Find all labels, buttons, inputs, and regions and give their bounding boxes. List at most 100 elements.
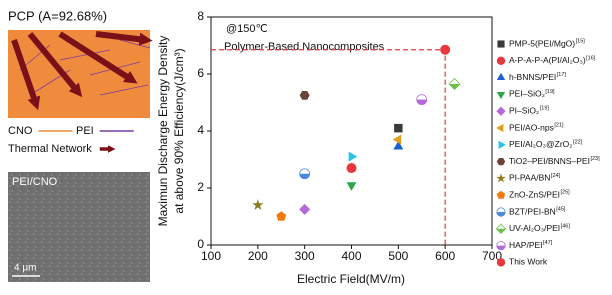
legend-marker <box>496 173 506 182</box>
data-point <box>440 45 450 55</box>
data-point <box>449 78 460 89</box>
marker-shape <box>393 135 402 145</box>
legend-label: PEI–SiO₂ <box>509 89 545 99</box>
marker-shape <box>499 141 506 149</box>
legend-marker <box>497 258 505 266</box>
legend-marker <box>497 92 505 99</box>
marker-shape <box>496 107 505 116</box>
legend-marker <box>497 40 504 47</box>
data-point <box>394 124 403 133</box>
data-point <box>347 182 357 191</box>
legend-label: PI-PAA/BN <box>509 173 550 183</box>
marker-shape <box>497 73 505 80</box>
legend-marker <box>497 191 505 199</box>
data-point <box>347 163 357 173</box>
legend-marker <box>496 224 505 233</box>
marker-shape <box>497 258 505 266</box>
marker-shape <box>299 204 310 215</box>
x-tick-label: 500 <box>388 249 408 263</box>
legend-marker <box>497 158 505 165</box>
legend-marker <box>497 241 505 249</box>
x-tick-label: 300 <box>295 249 315 263</box>
panel-title: PCP (A=92.68%) <box>8 8 107 23</box>
legend-ref: [22] <box>573 139 583 145</box>
marker-shape <box>497 57 505 65</box>
legend-ref: [15] <box>576 38 586 44</box>
legend-label: PEI/AO-nps <box>509 122 554 132</box>
legend-ref: [46] <box>561 223 571 229</box>
data-point <box>300 169 310 179</box>
data-point <box>299 204 310 215</box>
marker-shape <box>497 92 505 99</box>
legend-label: h-BNNS/PEI <box>509 72 556 82</box>
marker-shape <box>496 124 503 132</box>
legend-label: A-P-A-P-A(PI/Al₂O₃) <box>509 55 586 65</box>
marker-shape <box>449 84 460 90</box>
scale-bar-label: 4 μm <box>14 263 36 274</box>
marker-shape <box>496 229 505 234</box>
data-point <box>349 152 358 162</box>
legend-marker <box>499 141 506 149</box>
data-point <box>417 95 427 105</box>
marker-shape <box>347 182 357 191</box>
legend-marker <box>496 124 503 132</box>
data-point <box>393 135 402 145</box>
y-axis-label: at above 90% Efficiency(J/cm³) <box>172 48 186 213</box>
data-point <box>300 91 310 100</box>
marker-shape <box>252 199 263 210</box>
legend-label: UV-Al₂O₃/PEI <box>509 223 560 233</box>
annotation: @150℃ <box>226 23 268 35</box>
legend-marker <box>497 57 505 65</box>
legend-label: This Work <box>509 257 548 267</box>
legend-marker <box>496 107 505 116</box>
legend-ref: [47] <box>543 240 553 246</box>
x-axis-label: Electric Field(MV/m) <box>297 272 405 286</box>
y-tick-label: 4 <box>197 123 204 137</box>
marker-shape <box>300 91 310 100</box>
legend-label: CNO <box>8 125 33 137</box>
legend-label: PEI <box>76 125 94 137</box>
x-tick-label: 100 <box>201 249 221 263</box>
schematic <box>8 30 150 118</box>
marker-shape <box>497 191 505 199</box>
y-tick-label: 8 <box>197 9 204 23</box>
marker-shape <box>497 40 504 47</box>
marker-shape <box>394 124 403 133</box>
image-label: PEI/CNO <box>12 176 58 188</box>
legend-ref: [19] <box>540 106 550 112</box>
legend-ref: [25] <box>561 190 571 196</box>
marker-shape <box>440 45 450 55</box>
marker-shape <box>349 152 358 162</box>
legend-ref: [16] <box>586 55 596 61</box>
x-tick-label: 200 <box>248 249 268 263</box>
legend-ref: [19] <box>545 89 555 95</box>
page: PCP (A=92.68%) PEI/CNO 4 μm @150℃ Polyme… <box>0 0 612 295</box>
guide-line <box>211 50 445 245</box>
legend-label: PMP-5(PEI/MgO) <box>509 38 575 48</box>
legend-marker <box>497 208 505 216</box>
y-axis-label: Maximun Discharge Energy Density <box>156 36 170 227</box>
marker-shape <box>417 100 427 105</box>
marker-shape <box>347 163 357 173</box>
marker-shape <box>497 212 505 216</box>
data-point <box>252 199 263 210</box>
x-tick-label: 400 <box>341 249 361 263</box>
legend-label: TiO2–PEI/BNNS–PEI <box>509 156 590 166</box>
legend-label: HAP/PEI <box>509 240 543 250</box>
legend-ref: [17] <box>557 72 567 78</box>
legend-ref: [21] <box>554 122 564 128</box>
legend-label: Thermal Network <box>8 143 92 155</box>
legend-ref: [24] <box>551 173 561 179</box>
figure: PCP (A=92.68%) PEI/CNO 4 μm @150℃ Polyme… <box>0 0 612 290</box>
legend-label: PEI/Al₂O₃@ZrO₂ <box>509 139 573 149</box>
y-tick-label: 0 <box>197 237 204 251</box>
legend-label: PI–SiO₂ <box>509 105 539 115</box>
legend-ref: [23] <box>590 156 600 162</box>
x-tick-label: 600 <box>435 249 455 263</box>
marker-shape <box>276 211 286 220</box>
marker-shape <box>497 158 505 165</box>
y-tick-label: 2 <box>197 180 204 194</box>
legend-label: BZT/PEI-BN <box>509 206 556 216</box>
marker-shape <box>496 173 506 182</box>
y-tick-label: 6 <box>197 66 204 80</box>
